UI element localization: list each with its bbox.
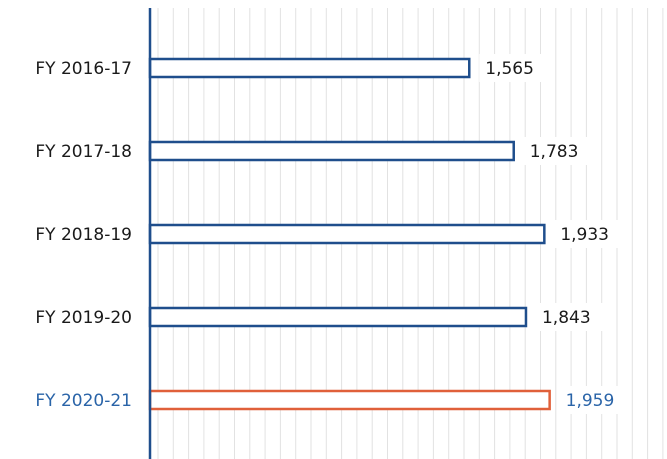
category-label: FY 2016-17	[35, 59, 132, 79]
bar	[148, 57, 471, 79]
category-label-bg	[0, 54, 146, 82]
bar	[148, 306, 528, 328]
category-label: FY 2019-20	[35, 308, 132, 328]
value-label: 1,843	[542, 308, 591, 328]
category-label: FY 2018-19	[35, 225, 132, 245]
value-label: 1,959	[566, 391, 615, 411]
bar	[148, 140, 515, 162]
value-label: 1,783	[530, 142, 579, 162]
category-label-bg	[0, 386, 146, 414]
value-label-bg	[554, 220, 623, 248]
value-label: 1,565	[485, 59, 534, 79]
bar	[148, 389, 551, 411]
value-label-bg	[535, 303, 604, 331]
category-label: FY 2020-21	[35, 391, 132, 411]
value-label-bg	[559, 386, 628, 414]
category-label-bg	[0, 220, 146, 248]
value-label: 1,933	[560, 225, 609, 245]
category-label-bg	[0, 137, 146, 165]
bar	[148, 223, 546, 245]
category-label: FY 2017-18	[35, 142, 132, 162]
value-label-bg	[523, 137, 592, 165]
value-label-bg	[479, 54, 548, 82]
category-label-bg	[0, 303, 146, 331]
